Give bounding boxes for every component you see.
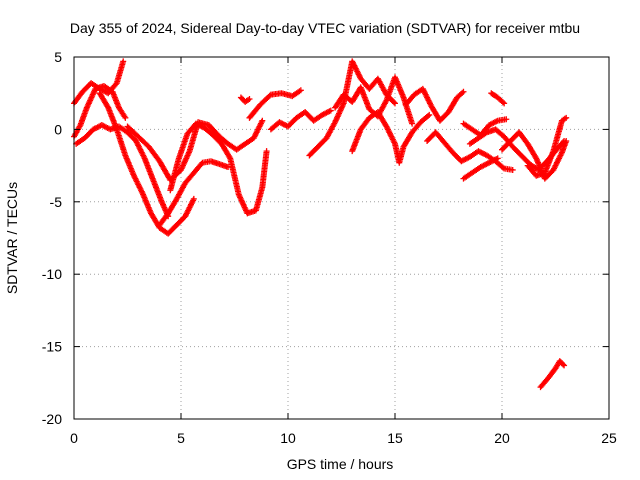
series-arc-2 — [71, 58, 127, 107]
x-tick-label: 10 — [280, 430, 296, 446]
data-point-marker — [559, 361, 566, 368]
data-point-marker — [409, 120, 416, 127]
data-point-marker — [459, 89, 466, 96]
series-arc-19 — [488, 90, 508, 107]
series-arc-5 — [124, 117, 266, 184]
data-point-marker — [120, 58, 127, 65]
data-point-marker — [246, 95, 253, 102]
y-tick-label: 5 — [54, 49, 62, 65]
series-arc-9 — [246, 87, 304, 121]
data-point-marker — [563, 114, 570, 121]
series-layer — [71, 58, 570, 391]
data-point-marker — [494, 155, 501, 162]
series-arc-17 — [460, 155, 501, 182]
plot-frame — [73, 56, 610, 420]
y-axis-label: SDTVAR / TECUs — [4, 182, 20, 294]
data-point-marker — [499, 164, 506, 171]
data-point-marker — [499, 99, 506, 106]
y-tick-label: -5 — [50, 194, 63, 210]
x-axis-label: GPS time / hours — [287, 456, 394, 472]
data-point-marker — [390, 99, 397, 106]
y-tick-label: 0 — [54, 121, 62, 137]
series-arc-16 — [460, 116, 510, 139]
x-tick-label: 15 — [387, 430, 403, 446]
series-arc-21 — [524, 114, 570, 179]
data-point-marker — [425, 112, 432, 119]
data-point-marker — [104, 103, 111, 110]
series-arc-6 — [156, 158, 232, 228]
series-arc-22 — [537, 358, 568, 391]
tick-layer: 0 5 10 15 20 25 5 0 -5 -10 -15 -20 — [42, 49, 617, 446]
x-tick-label: 20 — [494, 430, 510, 446]
data-point-marker — [122, 114, 129, 121]
data-point-marker — [263, 148, 270, 155]
y-tick-label: -10 — [42, 266, 62, 282]
data-point-marker — [503, 116, 510, 123]
series-arc-13 — [349, 109, 433, 166]
data-point-marker — [266, 92, 273, 99]
data-point-marker — [327, 107, 334, 114]
series-arc-10 — [267, 107, 334, 133]
data-point-marker — [226, 154, 233, 161]
series-arc-3 — [73, 122, 172, 220]
x-tick-label: 25 — [601, 430, 617, 446]
data-point-marker — [563, 137, 570, 144]
data-point-marker — [190, 195, 197, 202]
data-point-marker — [392, 100, 398, 107]
x-tick-label: 5 — [177, 430, 185, 446]
data-point-marker — [426, 111, 433, 118]
series-arc-8 — [237, 94, 253, 105]
chart-title: Day 355 of 2024, Sidereal Day-to-day VTE… — [70, 20, 580, 36]
data-point-marker — [460, 88, 467, 95]
data-point-marker — [297, 87, 304, 94]
series-arc-20 — [499, 129, 570, 182]
series-arc-4 — [96, 90, 197, 237]
y-tick-label: -15 — [42, 339, 62, 355]
data-point-marker — [259, 117, 266, 124]
x-tick-label: 0 — [70, 430, 78, 446]
data-point-marker — [509, 166, 516, 173]
data-point-marker — [501, 100, 508, 107]
data-point-marker — [225, 164, 232, 171]
series-arc-7 — [167, 120, 270, 217]
y-tick-label: -20 — [42, 411, 62, 427]
data-point-marker — [561, 362, 568, 369]
series-arc-14 — [402, 85, 467, 124]
grid-layer — [74, 57, 609, 419]
